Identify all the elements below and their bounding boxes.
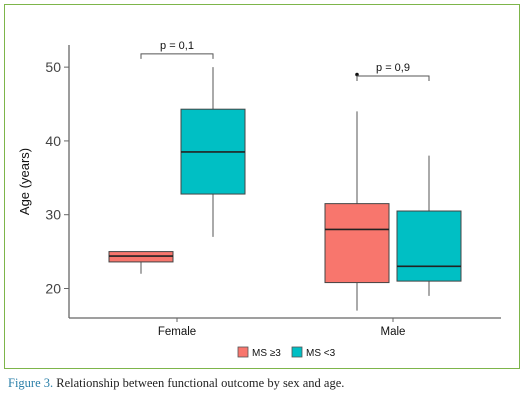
y-tick-label: 20 [45, 280, 61, 296]
significance-bracket [140, 53, 214, 59]
figure-frame: 20 30 40 50 Age (years) Female Male p = 0,1 p = … [4, 4, 520, 369]
legend-label: MS <3 [306, 348, 336, 359]
caption-text: Relationship between functional outcome … [53, 376, 345, 390]
y-axis-label: Age (years) [17, 148, 32, 215]
y-tick-label: 50 [45, 59, 61, 75]
figure-caption: Figure 3. Relationship between functiona… [8, 376, 344, 391]
legend-swatch [237, 346, 249, 358]
x-tick-label: Male [381, 326, 406, 338]
legend-swatch [291, 346, 303, 358]
box-iqr [324, 203, 390, 284]
significance-bracket [356, 75, 430, 81]
caption-label: Figure 3. [8, 376, 54, 390]
y-tick-label: 30 [45, 207, 61, 223]
legend-label: MS ≥3 [252, 348, 281, 359]
boxplot-chart: 20 30 40 50 Age (years) Female Male p = 0,1 p = … [17, 40, 501, 359]
p-value-label: p = 0,1 [160, 40, 194, 52]
x-tick-label: Female [158, 326, 196, 338]
p-value-label: p = 0,9 [376, 62, 410, 74]
box-iqr [396, 210, 462, 282]
y-tick-label: 40 [45, 133, 61, 149]
outlier-point [355, 72, 359, 77]
